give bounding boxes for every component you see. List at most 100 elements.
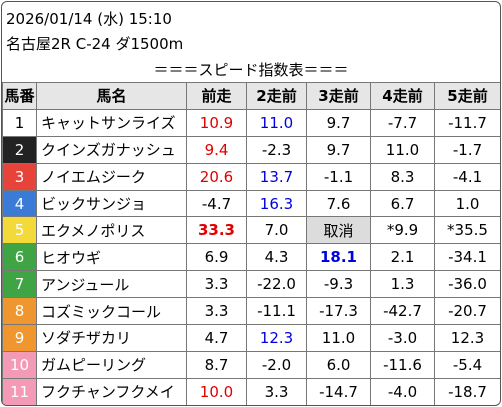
speed-index: -4.7 xyxy=(186,189,247,218)
horse-name: ノイエムジーク xyxy=(36,162,187,191)
speed-index: 11.0 xyxy=(370,135,435,164)
speed-index: -11.7 xyxy=(434,108,500,137)
speed-index: -18.7 xyxy=(434,377,500,405)
table-row: 7 アンジュール 3.3 -22.0 -9.3 1.3 -36.0 xyxy=(2,270,500,299)
horse-name: クインズガナッシュ xyxy=(36,135,187,164)
horse-name: キャットサンライズ xyxy=(36,108,187,137)
horse-number: 5 xyxy=(2,216,37,245)
column-header: 馬番 xyxy=(2,82,37,110)
horse-number: 7 xyxy=(2,270,37,299)
speed-index: 20.6 xyxy=(186,162,247,191)
speed-index: 10.9 xyxy=(186,108,247,137)
speed-index: 2.1 xyxy=(370,243,435,272)
speed-index: -42.7 xyxy=(370,297,435,326)
horse-name: ビックサンジョ xyxy=(36,189,187,218)
horse-number: 4 xyxy=(2,189,37,218)
horse-number: 11 xyxy=(2,377,37,405)
horse-name: エクメノポリス xyxy=(36,216,187,245)
race-info: 名古屋2R C-24 ダ1500m xyxy=(6,35,184,53)
horse-name: フクチャンフクメイ xyxy=(36,377,187,405)
speed-index: 11.0 xyxy=(306,324,371,352)
speed-index: -20.7 xyxy=(434,297,500,326)
horse-number: 10 xyxy=(2,350,37,379)
speed-index: 4.3 xyxy=(246,243,307,272)
speed-index: 16.3 xyxy=(246,189,307,218)
header-row: 馬番 馬名 前走 2走前 3走前 4走前 5走前 xyxy=(2,82,500,110)
speed-index: 11.0 xyxy=(246,108,307,137)
column-header: 3走前 xyxy=(306,82,371,110)
horse-name: アンジュール xyxy=(36,270,187,299)
column-header: 馬名 xyxy=(36,82,187,110)
speed-index: *35.5 xyxy=(434,216,500,245)
speed-index: 4.7 xyxy=(186,324,247,352)
speed-index: -2.3 xyxy=(246,135,307,164)
horse-name: コズミックコール xyxy=(36,297,187,326)
horse-number: 8 xyxy=(2,297,37,326)
speed-index: 9.7 xyxy=(306,108,371,137)
table-row: 3 ノイエムジーク 20.6 13.7 -1.1 8.3 -4.1 xyxy=(2,162,500,191)
column-header: 4走前 xyxy=(370,82,435,110)
speed-index: -5.4 xyxy=(434,350,500,379)
speed-index: -34.1 xyxy=(434,243,500,272)
speed-index: -1.1 xyxy=(306,162,371,191)
speed-index: 33.3 xyxy=(186,216,247,245)
table-row: 4 ビックサンジョ -4.7 16.3 7.6 6.7 1.0 xyxy=(2,189,500,218)
horse-number: 6 xyxy=(2,243,37,272)
speed-index: 7.6 xyxy=(306,189,371,218)
speed-index: -4.1 xyxy=(434,162,500,191)
speed-index: 13.7 xyxy=(246,162,307,191)
column-header: 前走 xyxy=(186,82,247,110)
speed-index: -1.7 xyxy=(434,135,500,164)
speed-index: 8.3 xyxy=(370,162,435,191)
table-row: 1 キャットサンライズ 10.9 11.0 9.7 -7.7 -11.7 xyxy=(2,108,500,137)
table-row: 10 ガムピーリング 8.7 -2.0 6.0 -11.6 -5.4 xyxy=(2,350,500,379)
table-body: 1 キャットサンライズ 10.9 11.0 9.7 -7.7 -11.7 2 クインズガナッシュ… xyxy=(2,108,500,405)
horse-name: ソダチザカリ xyxy=(36,324,187,352)
table-row: 5 エクメノポリス 33.3 7.0 取消 *9.9 *35.5 xyxy=(2,216,500,245)
speed-index: 12.3 xyxy=(246,324,307,352)
speed-index: -11.6 xyxy=(370,350,435,379)
horse-number: 9 xyxy=(2,324,37,352)
horse-number: 3 xyxy=(2,162,37,191)
speed-index: -36.0 xyxy=(434,270,500,299)
date: 2026/01/14 (水) 15:10 xyxy=(6,10,172,28)
speed-index: -2.0 xyxy=(246,350,307,379)
table-row: 2 クインズガナッシュ 9.4 -2.3 9.7 11.0 -1.7 xyxy=(2,135,500,164)
speed-index: 8.7 xyxy=(186,350,247,379)
horse-name: ヒオウギ xyxy=(36,243,187,272)
speed-index: 9.4 xyxy=(186,135,247,164)
speed-index: -11.1 xyxy=(246,297,307,326)
speed-index: 9.7 xyxy=(306,135,371,164)
table-row: 9 ソダチザカリ 4.7 12.3 11.0 -3.0 12.3 xyxy=(2,324,500,352)
speed-index: 10.0 xyxy=(186,377,247,405)
speed-index: -17.3 xyxy=(306,297,371,326)
table-row: 8 コズミックコール 3.3 -11.1 -17.3 -42.7 -20.7 xyxy=(2,297,500,326)
speed-index: 3.3 xyxy=(186,270,247,299)
speed-index: -3.0 xyxy=(370,324,435,352)
horse-number: 2 xyxy=(2,135,37,164)
speed-index: -7.7 xyxy=(370,108,435,137)
speed-index: -14.7 xyxy=(306,377,371,405)
speed-index: 18.1 xyxy=(306,243,371,272)
speed-index: 1.0 xyxy=(434,189,500,218)
speed-table: 馬番 馬名 前走 2走前 3走前 4走前 5走前 1 キャットサンライズ 10.9 11.0 9.7… xyxy=(2,82,500,405)
speed-index: 3.3 xyxy=(186,297,247,326)
horse-name: ガムピーリング xyxy=(36,350,187,379)
speed-index: 12.3 xyxy=(434,324,500,352)
speed-index: 7.0 xyxy=(246,216,307,245)
table-row: 6 ヒオウギ 6.9 4.3 18.1 2.1 -34.1 xyxy=(2,243,500,272)
speed-index: -22.0 xyxy=(246,270,307,299)
speed-index: 6.9 xyxy=(186,243,247,272)
column-header: 2走前 xyxy=(246,82,307,110)
speed-index: 1.3 xyxy=(370,270,435,299)
speed-index: 取消 xyxy=(306,216,371,245)
speed-index: 3.3 xyxy=(246,377,307,405)
speed-index: -4.0 xyxy=(370,377,435,405)
speed-index: 6.0 xyxy=(306,350,371,379)
table-row: 11 フクチャンフクメイ 10.0 3.3 -14.7 -4.0 -18.7 xyxy=(2,377,500,405)
table-title: ＝＝＝スピード指数表＝＝＝ xyxy=(153,61,349,79)
speed-index: -9.3 xyxy=(306,270,371,299)
horse-number: 1 xyxy=(2,108,37,137)
speed-index: 6.7 xyxy=(370,189,435,218)
